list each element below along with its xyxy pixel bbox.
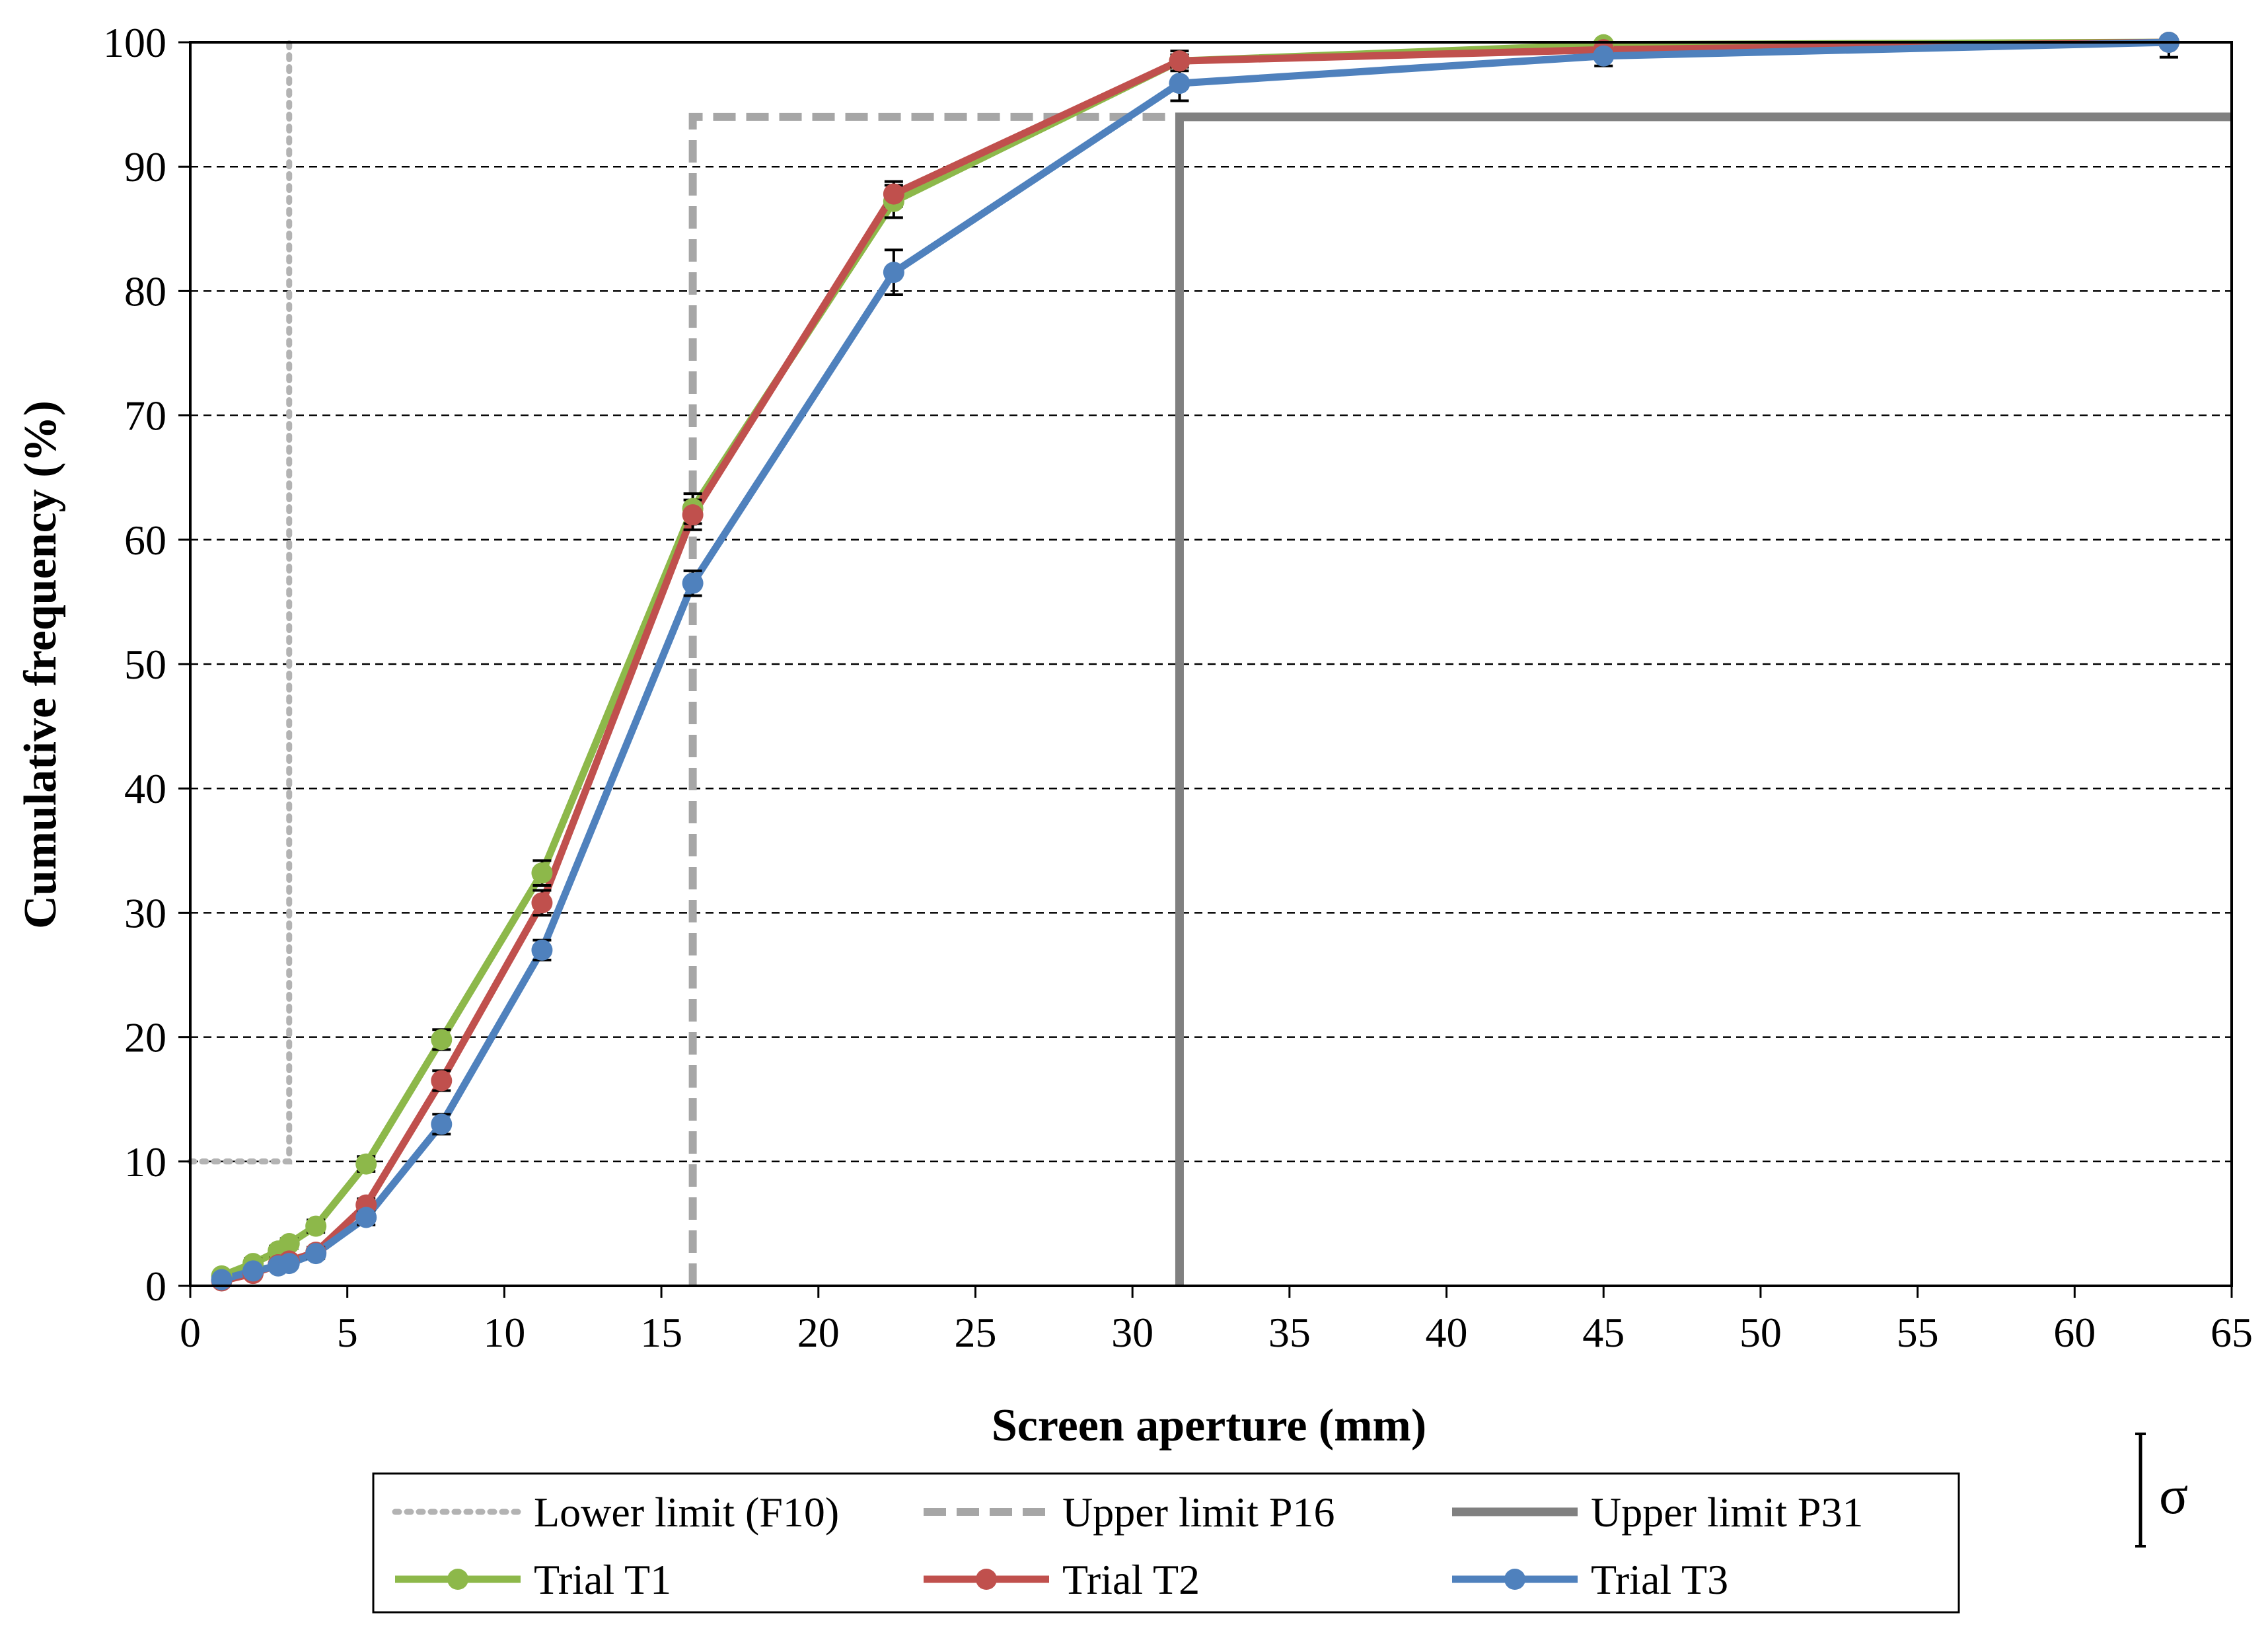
- data-point-trial-t3-7: [531, 939, 553, 961]
- data-point-trial-t3-5: [355, 1207, 377, 1228]
- legend-marker-trial-t1: [447, 1569, 468, 1590]
- y-tick-label-70: 70: [124, 392, 166, 439]
- x-tick-label-10: 10: [483, 1309, 525, 1356]
- x-tick-label-35: 35: [1268, 1309, 1311, 1356]
- y-tick-label-100: 100: [103, 19, 166, 66]
- x-axis-title: Screen aperture (mm): [992, 1400, 1426, 1451]
- data-point-trial-t3-3: [278, 1253, 300, 1275]
- y-tick-label-20: 20: [124, 1014, 166, 1061]
- y-axis-title: Cumulative frequency (%): [15, 400, 66, 929]
- legend-item-upper-limit-p31: Upper limit P31: [1452, 1489, 1863, 1536]
- tick-labels: 0 5 10 15 20 25 30 35 40 45 50 55 60 65 0 10 20 30 40 50 60 7…: [103, 19, 2253, 1356]
- y-tick-label-90: 90: [124, 143, 166, 190]
- x-tick-label-30: 30: [1111, 1309, 1153, 1356]
- data-point-trial-t1-5: [355, 1153, 377, 1175]
- error-bar-key-label: σ: [2159, 1465, 2188, 1525]
- x-tick-label-60: 60: [2053, 1309, 2096, 1356]
- error-bar-key: σ: [2135, 1433, 2188, 1548]
- data-point-trial-t3-1: [242, 1260, 264, 1282]
- legend-marker-trial-t2: [976, 1569, 997, 1590]
- limit-line-upper-limit-p16: [688, 112, 1180, 1286]
- legend-label-trial-t1: Trial T1: [534, 1556, 671, 1603]
- legend-item-trial-t1: Trial T1: [395, 1556, 671, 1603]
- legend-label-lower-limit-f10: Lower limit (F10): [534, 1489, 839, 1536]
- data-point-trial-t3-9: [883, 262, 904, 283]
- y-tick-label-40: 40: [124, 765, 166, 812]
- limit-line-lower-limit-f10: [187, 39, 293, 1165]
- x-tick-label-20: 20: [797, 1309, 840, 1356]
- axes: [178, 41, 2233, 1298]
- y-tick-label-50: 50: [124, 641, 166, 688]
- x-tick-label-5: 5: [337, 1309, 358, 1356]
- legend-box: [372, 1472, 1960, 1614]
- legend-label-upper-limit-p31: Upper limit P31: [1591, 1489, 1863, 1536]
- legend-item-upper-limit-p16: Upper limit P16: [924, 1489, 1335, 1536]
- y-tick-label-30: 30: [124, 889, 166, 936]
- data-point-trial-t3-4: [305, 1243, 327, 1265]
- legend-item-lower-limit-f10: Lower limit (F10): [392, 1489, 839, 1536]
- x-tick-label-0: 0: [180, 1309, 201, 1356]
- x-tick-label-50: 50: [1739, 1309, 1782, 1356]
- limit-line-upper-limit-p31: [1175, 112, 2232, 1286]
- data-point-trial-t2-10: [1169, 50, 1190, 72]
- limit-lines: [187, 39, 2232, 1286]
- data-point-trial-t2-6: [431, 1070, 453, 1092]
- gridlines: [190, 165, 2232, 1163]
- legend-label-upper-limit-p16: Upper limit P16: [1062, 1489, 1335, 1536]
- legend-label-trial-t2: Trial T2: [1062, 1556, 1200, 1603]
- data-point-trial-t2-7: [531, 892, 553, 914]
- y-tick-label-0: 0: [145, 1263, 166, 1310]
- legend-marker-trial-t3: [1504, 1569, 1525, 1590]
- data-point-trial-t1-4: [305, 1215, 327, 1237]
- y-tick-label-60: 60: [124, 517, 166, 564]
- x-tick-label-25: 25: [954, 1309, 996, 1356]
- x-tick-label-45: 45: [1582, 1309, 1625, 1356]
- data-point-trial-t1-6: [431, 1029, 453, 1051]
- data-point-trial-t3-8: [682, 572, 704, 594]
- series-markers: [211, 32, 2179, 1292]
- data-point-trial-t2-8: [682, 504, 704, 526]
- data-point-trial-t1-7: [531, 862, 553, 884]
- x-tick-label-40: 40: [1426, 1309, 1468, 1356]
- legend-label-trial-t3: Trial T3: [1591, 1556, 1728, 1603]
- data-point-trial-t3-11: [1593, 45, 1615, 67]
- x-tick-label-65: 65: [2211, 1309, 2253, 1356]
- legend: Lower limit (F10) Upper limit P16 Upper li…: [372, 1472, 1960, 1614]
- data-point-trial-t3-10: [1169, 73, 1190, 94]
- data-point-trial-t3-6: [431, 1113, 453, 1135]
- y-tick-label-10: 10: [124, 1139, 166, 1185]
- legend-item-trial-t2: Trial T2: [924, 1556, 1200, 1603]
- data-point-trial-t1-3: [278, 1233, 300, 1255]
- y-tick-label-80: 80: [124, 268, 166, 315]
- data-point-trial-t2-9: [883, 183, 904, 205]
- x-tick-label-15: 15: [640, 1309, 682, 1356]
- legend-item-trial-t3: Trial T3: [1452, 1556, 1728, 1603]
- x-tick-label-55: 55: [1897, 1309, 1939, 1356]
